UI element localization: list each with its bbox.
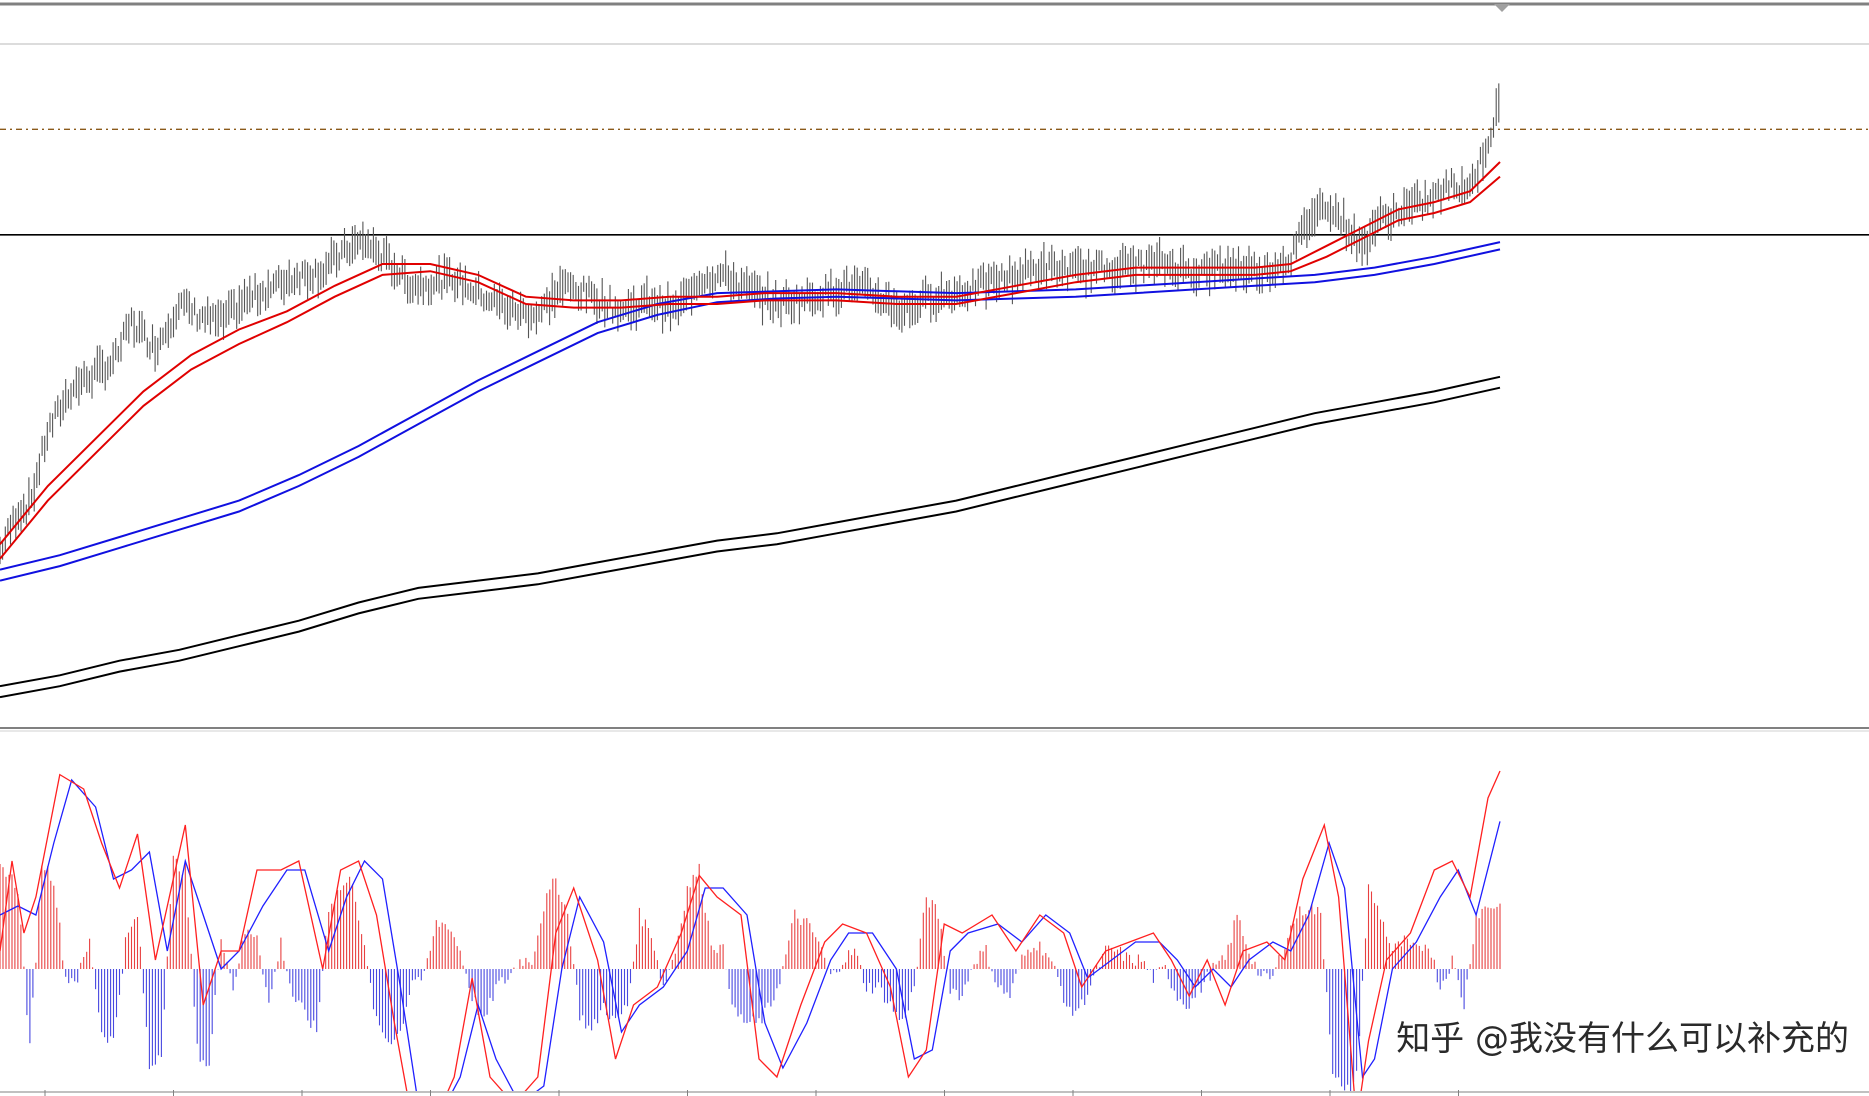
macd-histogram: [0, 855, 1501, 1091]
ma-blue-lower-line[interactable]: [0, 248, 1501, 582]
watermark: 知乎 @我没有什么可以补充的: [1396, 1011, 1849, 1060]
ma-red-upper-line[interactable]: [0, 161, 1501, 545]
macd-panel: [0, 770, 1501, 1096]
shift-marker-icon[interactable]: [1494, 4, 1510, 12]
ma-black-upper-line[interactable]: [0, 375, 1501, 688]
ma-red-lower-line[interactable]: [0, 175, 1501, 560]
ma-blue-upper-line[interactable]: [0, 241, 1501, 571]
ma-black-lower-line[interactable]: [0, 386, 1501, 699]
signal-line[interactable]: [0, 778, 1501, 1096]
time-axis: [44, 1090, 1459, 1096]
watermark-text: 知乎 @我没有什么可以补充的: [1396, 1019, 1849, 1059]
price-panel: [0, 83, 1869, 699]
macd-line[interactable]: [0, 770, 1501, 1096]
